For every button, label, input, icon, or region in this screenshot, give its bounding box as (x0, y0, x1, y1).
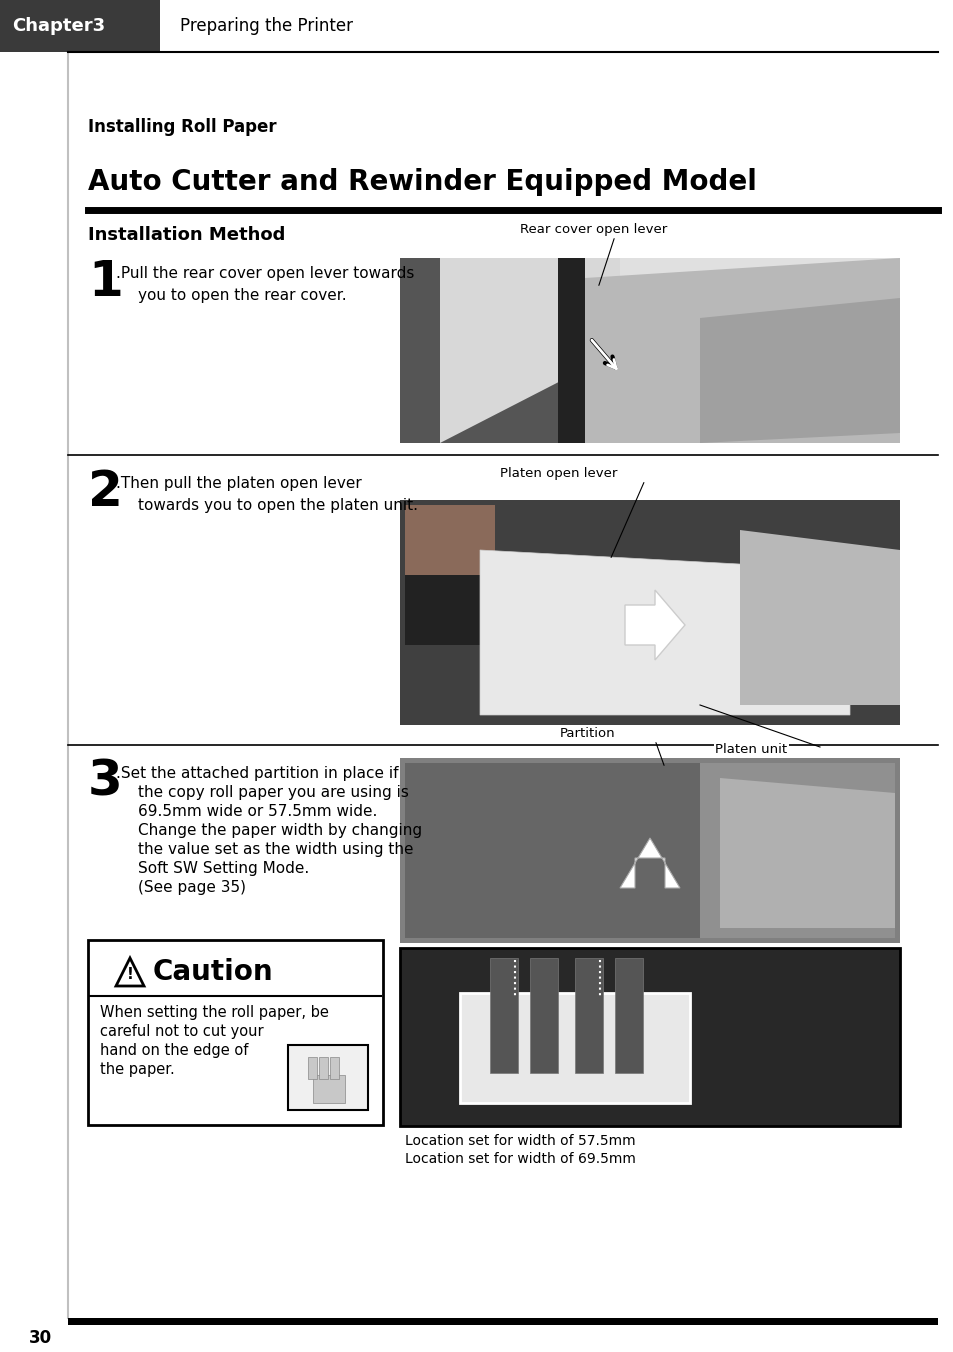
Bar (160, 0, 953, 51)
Text: Caution: Caution (152, 959, 274, 986)
Text: the paper.: the paper. (100, 1063, 174, 1078)
Bar (308, 1057, 316, 1079)
Bar (0, 0, 160, 51)
Bar (459, 992, 689, 1103)
Polygon shape (584, 258, 899, 443)
Text: Rear cover open lever: Rear cover open lever (519, 223, 666, 237)
Polygon shape (720, 777, 894, 927)
Text: 69.5mm wide or 57.5mm wide.: 69.5mm wide or 57.5mm wide. (138, 804, 377, 819)
Text: Installation Method: Installation Method (88, 226, 285, 243)
Polygon shape (619, 838, 679, 888)
Polygon shape (116, 959, 144, 986)
Text: Preparing the Printer: Preparing the Printer (180, 18, 353, 35)
Text: Installing Roll Paper: Installing Roll Paper (88, 118, 276, 137)
Text: Location set for width of 57.5mm: Location set for width of 57.5mm (405, 1134, 635, 1148)
Text: Platen open lever: Platen open lever (499, 466, 617, 480)
Text: Location set for width of 69.5mm: Location set for width of 69.5mm (405, 1152, 636, 1165)
Text: Platen unit: Platen unit (714, 744, 786, 756)
Bar (318, 1057, 328, 1079)
Text: Soft SW Setting Mode.: Soft SW Setting Mode. (138, 861, 309, 876)
Bar (88, 940, 382, 1125)
Text: hand on the edge of: hand on the edge of (100, 1042, 248, 1059)
Text: careful not to cut your: careful not to cut your (100, 1023, 263, 1038)
Bar (615, 959, 642, 1073)
Text: Partition: Partition (559, 727, 615, 740)
Text: .Set the attached partition in place if: .Set the attached partition in place if (116, 767, 398, 781)
Polygon shape (399, 258, 559, 443)
Polygon shape (439, 258, 619, 443)
Text: 2: 2 (88, 468, 123, 516)
Bar (575, 959, 602, 1073)
Text: the copy roll paper you are using is: the copy roll paper you are using is (138, 786, 409, 800)
Text: (See page 35): (See page 35) (138, 880, 246, 895)
Text: .Pull the rear cover open lever towards: .Pull the rear cover open lever towards (116, 266, 414, 281)
Polygon shape (405, 763, 700, 938)
Text: .Then pull the platen open lever: .Then pull the platen open lever (116, 476, 361, 491)
Bar (399, 758, 899, 942)
Bar (490, 959, 517, 1073)
Bar (68, 1318, 937, 1325)
Bar (530, 959, 558, 1073)
Text: Chapter3: Chapter3 (12, 18, 105, 35)
Polygon shape (624, 589, 684, 660)
Bar (288, 1045, 368, 1110)
Bar (313, 1075, 345, 1103)
Bar (405, 506, 495, 575)
Bar (405, 763, 894, 938)
Text: !: ! (127, 967, 133, 983)
Polygon shape (740, 530, 899, 704)
Bar (399, 948, 899, 1126)
Polygon shape (479, 550, 849, 715)
Text: When setting the roll paper, be: When setting the roll paper, be (100, 1005, 329, 1019)
Text: towards you to open the platen unit.: towards you to open the platen unit. (138, 498, 417, 512)
Text: the value set as the width using the: the value set as the width using the (138, 842, 413, 857)
Text: 1: 1 (88, 258, 123, 306)
Bar (330, 1057, 338, 1079)
Text: Change the paper width by changing: Change the paper width by changing (138, 823, 421, 838)
Text: 30: 30 (29, 1329, 51, 1347)
Text: you to open the rear cover.: you to open the rear cover. (138, 288, 346, 303)
Text: Auto Cutter and Rewinder Equipped Model: Auto Cutter and Rewinder Equipped Model (88, 168, 756, 196)
Text: 3: 3 (88, 758, 123, 806)
Polygon shape (558, 258, 584, 443)
Bar (399, 258, 899, 443)
Bar (399, 500, 899, 725)
Bar (405, 506, 495, 645)
Polygon shape (700, 297, 899, 443)
